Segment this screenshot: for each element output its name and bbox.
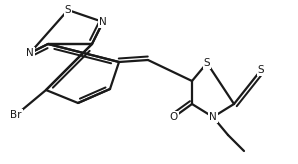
Text: S: S <box>258 65 264 75</box>
Text: Br: Br <box>10 110 22 120</box>
Text: S: S <box>204 58 210 68</box>
Text: N: N <box>99 17 107 27</box>
Text: N: N <box>26 48 34 58</box>
Text: O: O <box>170 112 178 122</box>
Text: S: S <box>65 5 71 15</box>
Text: N: N <box>209 112 217 122</box>
